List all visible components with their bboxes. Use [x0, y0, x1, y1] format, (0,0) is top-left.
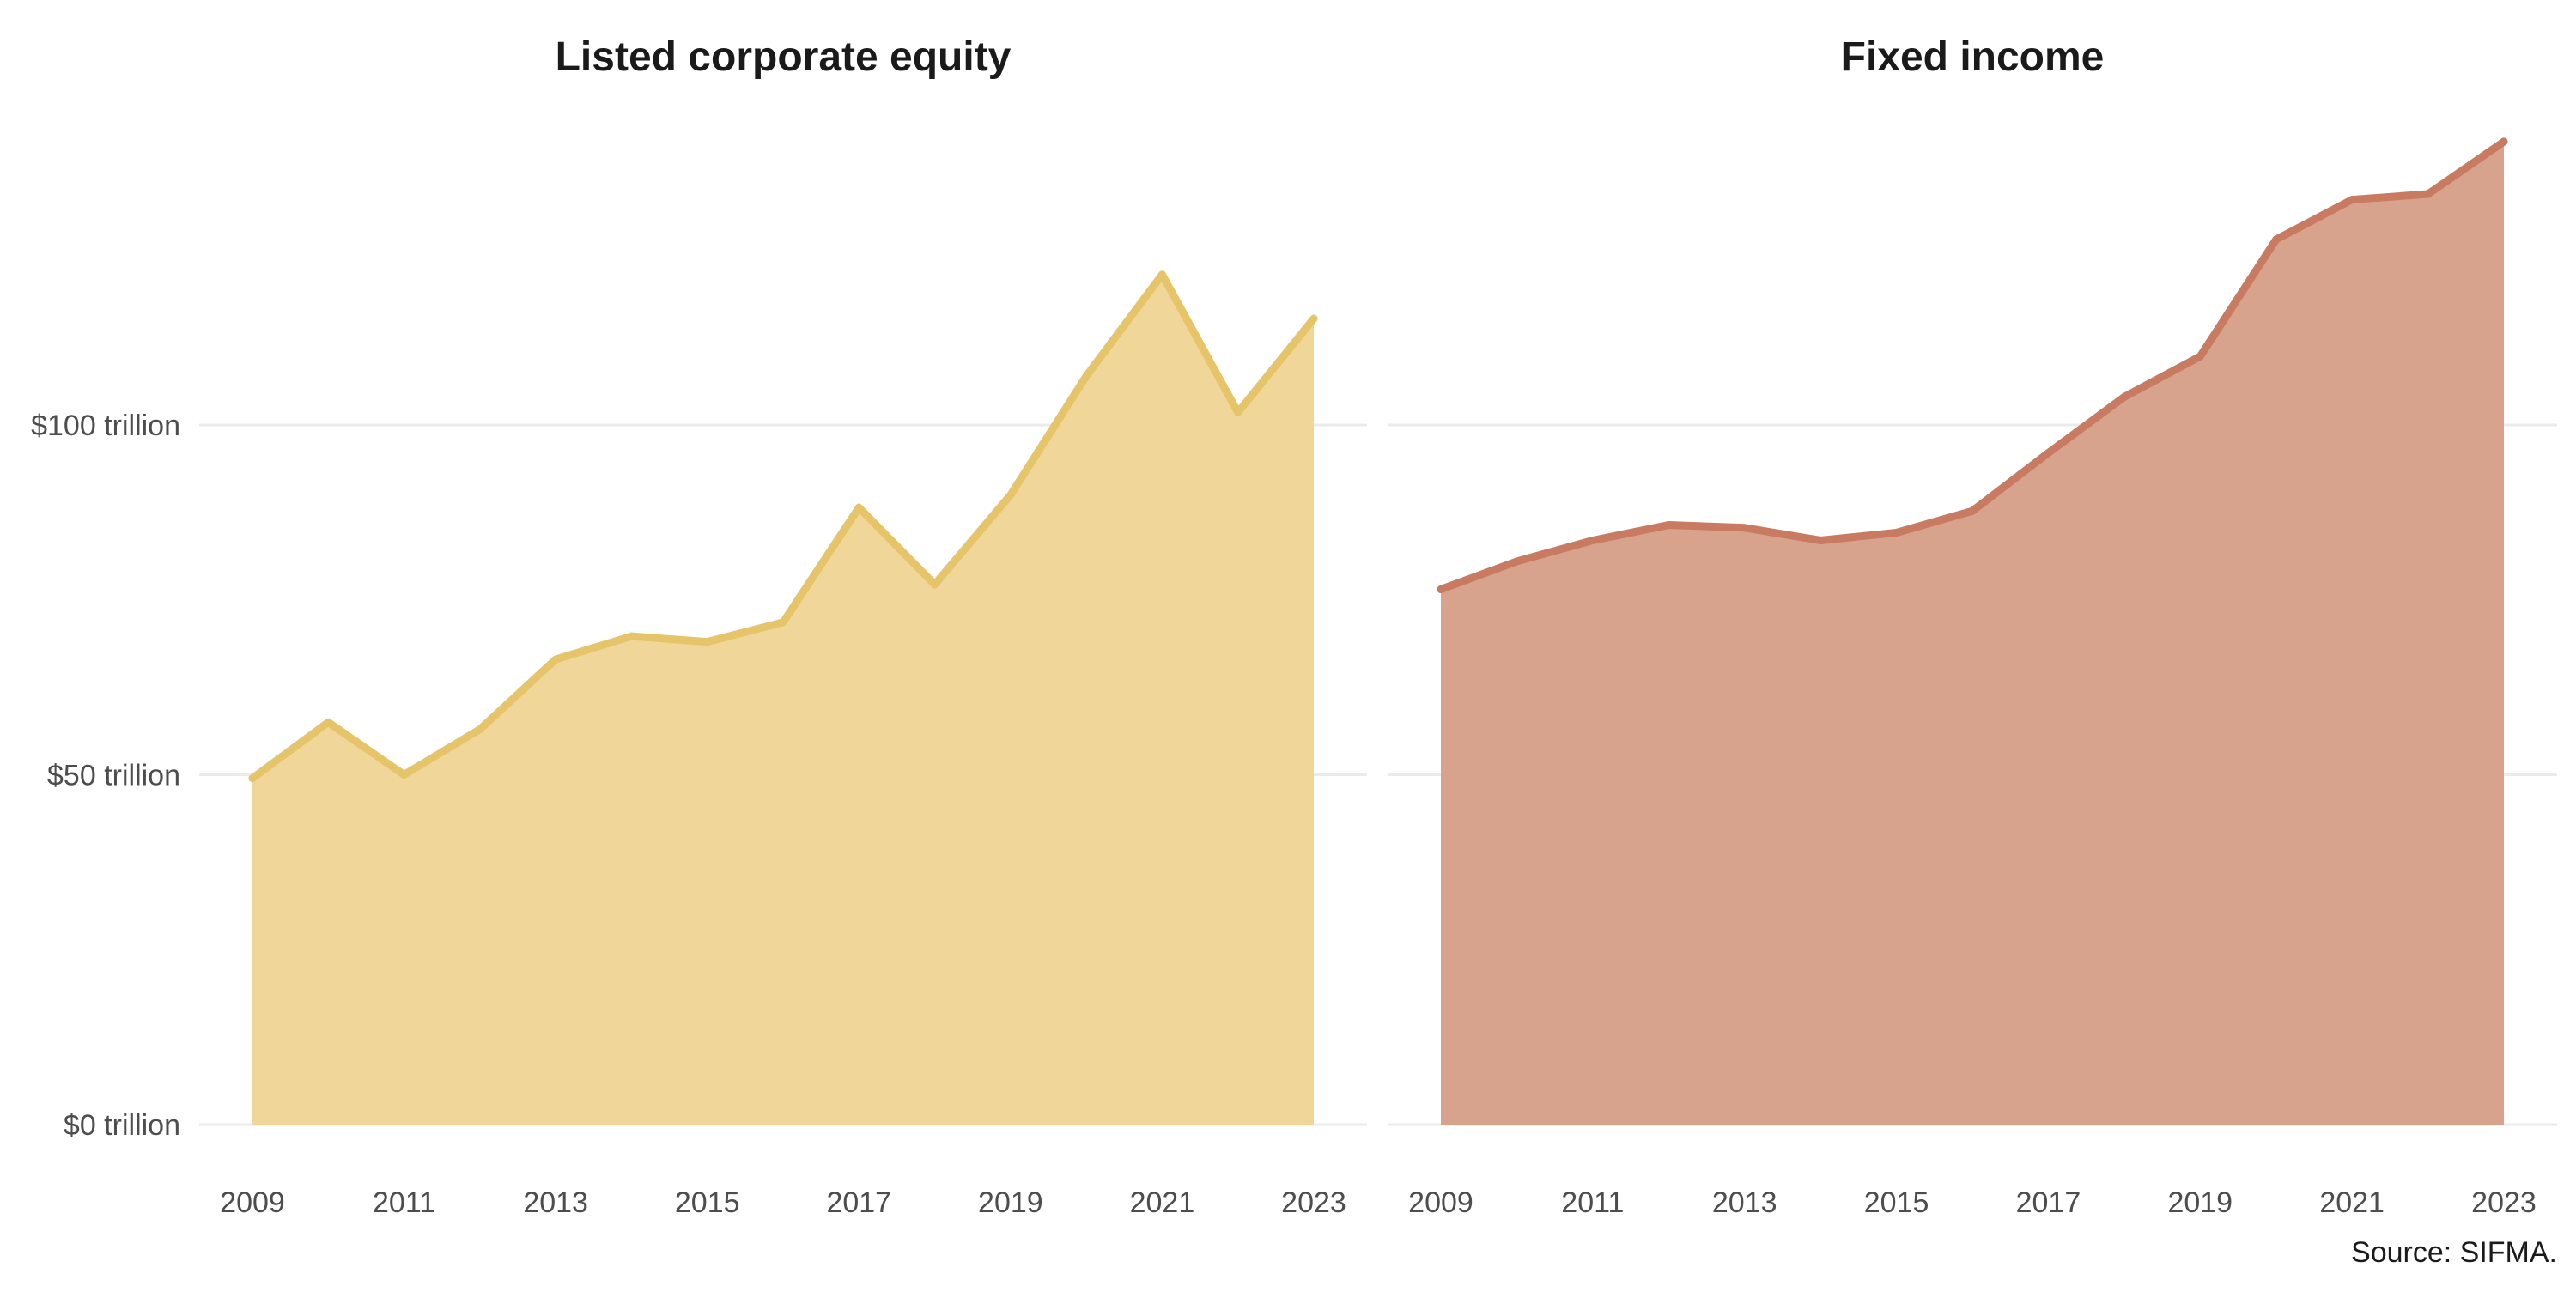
- x-tick-label: 2019: [978, 1186, 1043, 1219]
- x-tick-label: 2011: [373, 1186, 435, 1219]
- x-tick-label: 2019: [2167, 1186, 2233, 1219]
- x-tick-label: 2021: [1130, 1186, 1195, 1219]
- data-point: [1157, 270, 1166, 279]
- panel-fixed-income: Fixed income 2009 2011 2013 2015 2017 2019 202…: [1388, 34, 2557, 1219]
- panel-listed-corporate-equity: Listed corporate equity $0 trillion $50 t…: [31, 34, 1367, 1219]
- data-point: [476, 725, 484, 734]
- area-series: [252, 274, 1314, 1125]
- x-axis-ticks: 2009 2011 2013 2015 2017 2019 2021 2023: [1408, 1186, 2537, 1219]
- area-fill: [252, 274, 1314, 1125]
- x-tick-label: 2013: [1712, 1186, 1777, 1219]
- data-point: [854, 503, 863, 512]
- data-point: [1816, 536, 1825, 544]
- x-tick-label: 2021: [2319, 1186, 2385, 1219]
- data-point: [1309, 314, 1318, 323]
- x-tick-label: 2009: [1408, 1186, 1473, 1219]
- panel-title: Fixed income: [1841, 34, 2105, 80]
- y-axis-ticks: $0 trillion $50 trillion $100 trillion: [31, 409, 180, 1142]
- x-tick-label: 2013: [523, 1186, 588, 1219]
- x-tick-label: 2009: [220, 1186, 285, 1219]
- data-point: [2500, 137, 2508, 146]
- data-point: [1006, 491, 1015, 499]
- area-fill: [1441, 141, 2504, 1125]
- x-tick-label: 2011: [1561, 1186, 1624, 1219]
- data-point: [779, 618, 787, 627]
- area-series: [1441, 141, 2504, 1125]
- data-point: [2120, 392, 2129, 401]
- data-point: [2272, 235, 2281, 244]
- data-point: [1234, 408, 1242, 416]
- line-series: [1437, 137, 2508, 594]
- line-series: [248, 270, 1318, 783]
- data-point: [400, 771, 409, 779]
- data-point: [248, 774, 257, 783]
- data-point: [2044, 449, 2052, 458]
- data-point: [324, 718, 332, 726]
- data-point: [1741, 524, 1749, 532]
- data-point: [1082, 372, 1091, 380]
- source-note: Source: SIFMA.: [2351, 1236, 2557, 1269]
- y-tick-label: $50 trillion: [47, 760, 180, 792]
- data-point: [2348, 196, 2356, 204]
- x-tick-label: 2015: [675, 1186, 740, 1219]
- x-tick-label: 2023: [1281, 1186, 1346, 1219]
- x-tick-label: 2017: [2016, 1186, 2081, 1219]
- data-point: [1968, 506, 1977, 515]
- y-tick-label: $0 trillion: [64, 1109, 180, 1142]
- data-point: [1437, 585, 1445, 594]
- data-point: [1512, 557, 1521, 566]
- data-point: [931, 580, 939, 589]
- data-point: [627, 632, 635, 640]
- data-point: [2424, 190, 2433, 198]
- data-point: [1589, 536, 1597, 544]
- panel-title: Listed corporate equity: [556, 34, 1012, 80]
- y-tick-label: $100 trillion: [31, 409, 180, 442]
- data-point: [1893, 529, 1901, 537]
- x-tick-label: 2015: [1864, 1186, 1929, 1219]
- x-tick-label: 2023: [2471, 1186, 2537, 1219]
- data-point: [2196, 352, 2204, 361]
- x-tick-label: 2017: [826, 1186, 891, 1219]
- data-point: [703, 638, 712, 646]
- data-point: [551, 655, 560, 664]
- x-axis-ticks: 2009 2011 2013 2015 2017 2019 2021 2023: [220, 1186, 1346, 1219]
- data-point: [1664, 521, 1673, 530]
